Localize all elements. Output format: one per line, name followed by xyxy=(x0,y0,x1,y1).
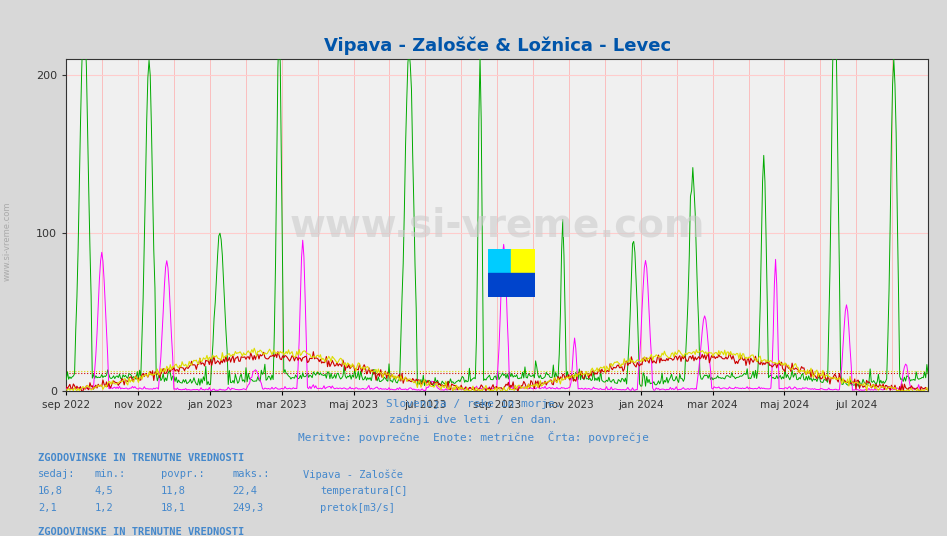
Title: Vipava - Zalošče & Ložnica - Levec: Vipava - Zalošče & Ložnica - Levec xyxy=(324,36,670,55)
Text: 4,5: 4,5 xyxy=(95,486,114,496)
Text: 11,8: 11,8 xyxy=(161,486,186,496)
Text: 16,8: 16,8 xyxy=(38,486,63,496)
Bar xyxy=(511,249,535,273)
Text: zadnji dve leti / en dan.: zadnji dve leti / en dan. xyxy=(389,415,558,426)
Text: Vipava - Zalošče: Vipava - Zalošče xyxy=(303,469,403,480)
Bar xyxy=(488,273,535,297)
Text: 22,4: 22,4 xyxy=(232,486,257,496)
Text: www.si-vreme.com: www.si-vreme.com xyxy=(290,206,705,244)
Text: pretok[m3/s]: pretok[m3/s] xyxy=(320,503,395,513)
Text: min.:: min.: xyxy=(95,469,126,479)
Text: Meritve: povprečne  Enote: metrične  Črta: povprečje: Meritve: povprečne Enote: metrične Črta:… xyxy=(298,431,649,443)
Text: povpr.:: povpr.: xyxy=(161,469,205,479)
Text: ZGODOVINSKE IN TRENUTNE VREDNOSTI: ZGODOVINSKE IN TRENUTNE VREDNOSTI xyxy=(38,453,244,463)
Text: sedaj:: sedaj: xyxy=(38,469,76,479)
Text: 18,1: 18,1 xyxy=(161,503,186,513)
Text: temperatura[C]: temperatura[C] xyxy=(320,486,407,496)
Text: 2,1: 2,1 xyxy=(38,503,57,513)
Text: 249,3: 249,3 xyxy=(232,503,263,513)
Text: www.si-vreme.com: www.si-vreme.com xyxy=(3,202,12,281)
Text: ZGODOVINSKE IN TRENUTNE VREDNOSTI: ZGODOVINSKE IN TRENUTNE VREDNOSTI xyxy=(38,527,244,536)
Text: Slovenija / reke in morje.: Slovenija / reke in morje. xyxy=(385,399,562,410)
Text: maks.:: maks.: xyxy=(232,469,270,479)
Bar xyxy=(488,249,511,273)
Text: 1,2: 1,2 xyxy=(95,503,114,513)
